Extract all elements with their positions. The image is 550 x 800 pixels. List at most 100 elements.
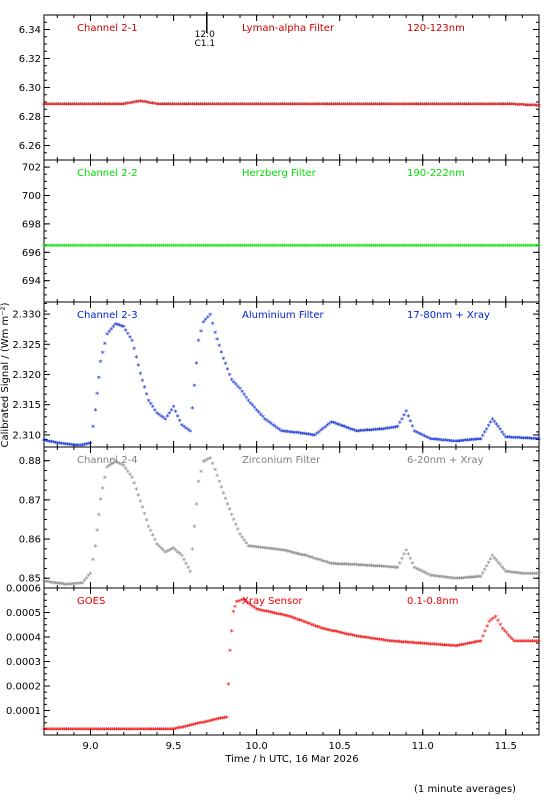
data-point: * xyxy=(255,544,259,553)
data-point: * xyxy=(286,429,290,438)
data-point: * xyxy=(192,523,196,532)
data-point: * xyxy=(464,101,468,110)
data-point: * xyxy=(456,575,460,584)
data-point: * xyxy=(242,537,246,546)
data-point: * xyxy=(180,553,184,562)
data-point: * xyxy=(471,639,475,648)
data-point: * xyxy=(537,102,541,111)
data-point: * xyxy=(52,243,56,252)
data-point: * xyxy=(342,101,346,110)
data-point: * xyxy=(410,560,414,569)
data-point: * xyxy=(147,398,151,407)
data-point: * xyxy=(95,527,99,536)
data-point: * xyxy=(340,243,344,252)
data-point: * xyxy=(310,243,314,252)
data-point: * xyxy=(358,562,362,571)
band-label: 190-222nm xyxy=(407,168,465,179)
data-point: * xyxy=(370,427,374,436)
data-point: * xyxy=(502,431,506,440)
data-point: * xyxy=(441,574,445,583)
data-point: * xyxy=(458,438,462,447)
data-point: * xyxy=(346,101,350,110)
data-point: * xyxy=(320,101,324,110)
data-point: * xyxy=(60,581,64,590)
data-point: * xyxy=(236,383,240,392)
data-point: * xyxy=(98,496,102,505)
data-point: * xyxy=(288,429,292,438)
data-point: * xyxy=(352,243,356,252)
data-point: * xyxy=(46,438,50,447)
data-point: * xyxy=(328,243,332,252)
data-point: * xyxy=(219,715,223,724)
data-point: * xyxy=(102,101,106,110)
data-point: * xyxy=(529,243,533,252)
data-point: * xyxy=(251,243,255,252)
data-point: * xyxy=(94,243,98,252)
data-point: * xyxy=(408,556,412,565)
data-point: * xyxy=(339,422,343,431)
data-point: * xyxy=(92,101,96,110)
data-point: * xyxy=(436,642,440,651)
data-point: * xyxy=(454,643,458,652)
data-point: * xyxy=(523,102,527,111)
data-point: * xyxy=(413,101,417,110)
data-point: * xyxy=(325,422,329,431)
band-label: 120-123nm xyxy=(407,23,465,34)
data-point: * xyxy=(483,429,487,438)
data-point: * xyxy=(235,599,239,608)
data-point: * xyxy=(109,461,113,470)
data-point: * xyxy=(533,243,537,252)
data-point: * xyxy=(130,337,134,346)
data-point: * xyxy=(234,521,238,530)
data-point: * xyxy=(90,101,94,110)
data-point: * xyxy=(265,101,269,110)
data-point: * xyxy=(116,243,120,252)
data-point: * xyxy=(97,512,101,521)
data-point: * xyxy=(145,99,149,108)
data-point: * xyxy=(425,434,429,443)
data-point: * xyxy=(317,429,321,438)
data-point: * xyxy=(533,436,537,445)
data-point: * xyxy=(429,641,433,650)
data-point: * xyxy=(151,404,155,413)
data-point: * xyxy=(54,243,58,252)
data-point: * xyxy=(331,420,335,429)
data-point: * xyxy=(366,562,370,571)
data-point: * xyxy=(469,640,473,649)
data-point: * xyxy=(261,101,265,110)
data-point: * xyxy=(367,243,371,252)
data-point: * xyxy=(473,574,477,583)
data-point: * xyxy=(364,634,368,643)
y-tick-label: 700 xyxy=(22,191,41,202)
data-point: * xyxy=(525,102,529,111)
data-point: * xyxy=(380,637,384,646)
data-point: * xyxy=(84,243,88,252)
data-point: * xyxy=(506,434,510,443)
data-point: * xyxy=(208,311,212,320)
data-point: * xyxy=(337,422,341,431)
data-point: * xyxy=(223,495,227,504)
data-point: * xyxy=(108,726,112,735)
data-point: * xyxy=(496,617,500,626)
data-point: * xyxy=(527,435,531,444)
data-point: * xyxy=(118,726,122,735)
data-point: * xyxy=(278,243,282,252)
data-point: * xyxy=(210,101,214,110)
data-point: * xyxy=(274,243,278,252)
data-point: * xyxy=(439,101,443,110)
data-point: * xyxy=(106,726,110,735)
data-point: * xyxy=(280,612,284,621)
data-point: * xyxy=(322,101,326,110)
data-point: * xyxy=(521,102,525,111)
data-point: * xyxy=(201,243,205,252)
data-point: * xyxy=(387,101,391,110)
data-point: * xyxy=(302,101,306,110)
data-point: * xyxy=(356,562,360,571)
data-point: * xyxy=(489,556,493,565)
data-point: * xyxy=(478,243,482,252)
data-point: * xyxy=(492,101,496,110)
data-point: * xyxy=(403,243,407,252)
data-point: * xyxy=(487,618,491,627)
data-point: * xyxy=(512,101,516,110)
data-point: * xyxy=(477,436,481,445)
